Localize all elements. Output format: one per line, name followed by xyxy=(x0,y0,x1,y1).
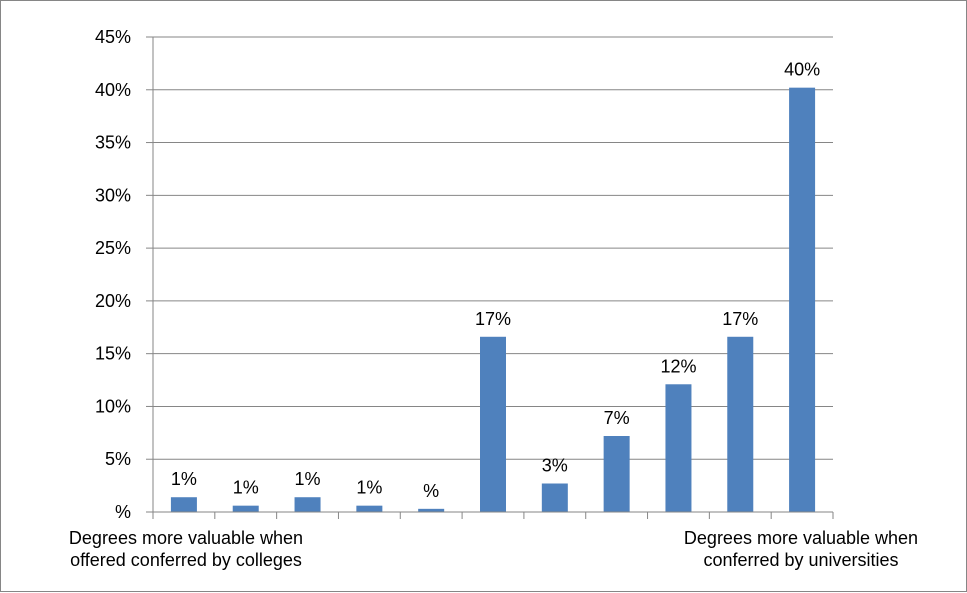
data-label: % xyxy=(423,481,439,501)
left-caption-line-1: Degrees more valuable when xyxy=(68,528,304,548)
axes xyxy=(152,37,834,519)
bar xyxy=(603,436,630,512)
y-tick-label: 20% xyxy=(95,291,131,311)
bars xyxy=(170,87,816,513)
data-label: 12% xyxy=(660,356,696,376)
bar xyxy=(356,505,383,512)
right-category-caption: Degrees more valuable when conferred by … xyxy=(641,527,961,571)
y-tick-label: 35% xyxy=(95,133,131,153)
y-tick-label: 25% xyxy=(95,238,131,258)
y-axis-tick-labels: % 5% 10% 15% 20% 25% 30% 35% 40% 45% xyxy=(95,27,131,522)
data-label: 17% xyxy=(475,309,511,329)
data-label: 40% xyxy=(784,60,820,80)
y-tick-label: % xyxy=(115,502,131,522)
bar xyxy=(170,497,197,512)
data-label: 3% xyxy=(542,456,568,476)
bar xyxy=(541,483,568,512)
y-tick-label: 15% xyxy=(95,344,131,364)
data-label: 1% xyxy=(233,478,259,498)
bar xyxy=(294,497,321,512)
data-label: 17% xyxy=(722,309,758,329)
y-tick-label: 40% xyxy=(95,80,131,100)
bar xyxy=(232,505,259,512)
bar xyxy=(665,384,692,512)
right-caption-line-2: conferred by universities xyxy=(703,550,899,570)
right-caption-line-1: Degrees more valuable when xyxy=(683,528,919,548)
data-label: 1% xyxy=(295,469,321,489)
data-labels: 1% 1% 1% 1% % 17% 3% 7% 12% 17% 40% xyxy=(171,60,820,501)
y-tick-label: 10% xyxy=(95,396,131,416)
data-label: 1% xyxy=(171,469,197,489)
y-tick-label: 45% xyxy=(95,27,131,47)
bar xyxy=(789,87,816,513)
y-tick-label: 5% xyxy=(105,449,131,469)
data-label: 7% xyxy=(604,408,630,428)
data-label: 1% xyxy=(356,478,382,498)
bar xyxy=(418,508,445,512)
bar xyxy=(727,336,754,512)
left-caption-line-2: offered conferred by colleges xyxy=(70,550,302,570)
bar xyxy=(480,336,506,512)
y-tick-label: 30% xyxy=(95,185,131,205)
left-category-caption: Degrees more valuable when offered confe… xyxy=(21,527,351,571)
